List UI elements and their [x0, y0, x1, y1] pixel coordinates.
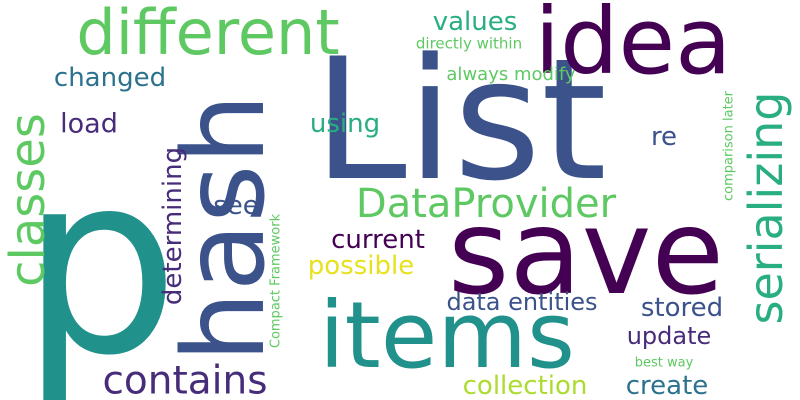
word-data-entities: data entities [446, 288, 598, 316]
word-values: values [432, 7, 518, 37]
word-collection: collection [462, 371, 588, 400]
word-dataprovider: DataProvider [355, 181, 617, 227]
word-classes: classes [0, 113, 56, 287]
word-changed: changed [53, 63, 167, 93]
word-create: create [625, 371, 709, 400]
word-save: save [447, 183, 725, 321]
word-p: p [20, 119, 180, 400]
word-always-modify: always modify [446, 64, 576, 85]
word-compact-framework: Compact Framework [268, 213, 284, 349]
word-contains: contains [102, 358, 268, 400]
word-update: update [626, 322, 712, 350]
word-list: List [313, 22, 607, 218]
word-stored: stored [640, 293, 724, 323]
word-items: items [319, 282, 575, 389]
word-determining: determining [158, 146, 188, 306]
word-directly-within: directly within [415, 34, 523, 53]
word-current: current [331, 225, 425, 255]
word-best-way: best way [634, 355, 694, 371]
word-idea: idea [534, 0, 732, 95]
word-possible: possible [307, 251, 415, 281]
word-load: load [60, 108, 118, 140]
word-re: re [650, 122, 678, 152]
word-different: different [76, 0, 340, 69]
word-see: see [213, 191, 259, 221]
word-comparison-later: comparison later [721, 90, 737, 202]
word-serializing: serializing [739, 91, 793, 325]
word-using: using [309, 109, 381, 139]
